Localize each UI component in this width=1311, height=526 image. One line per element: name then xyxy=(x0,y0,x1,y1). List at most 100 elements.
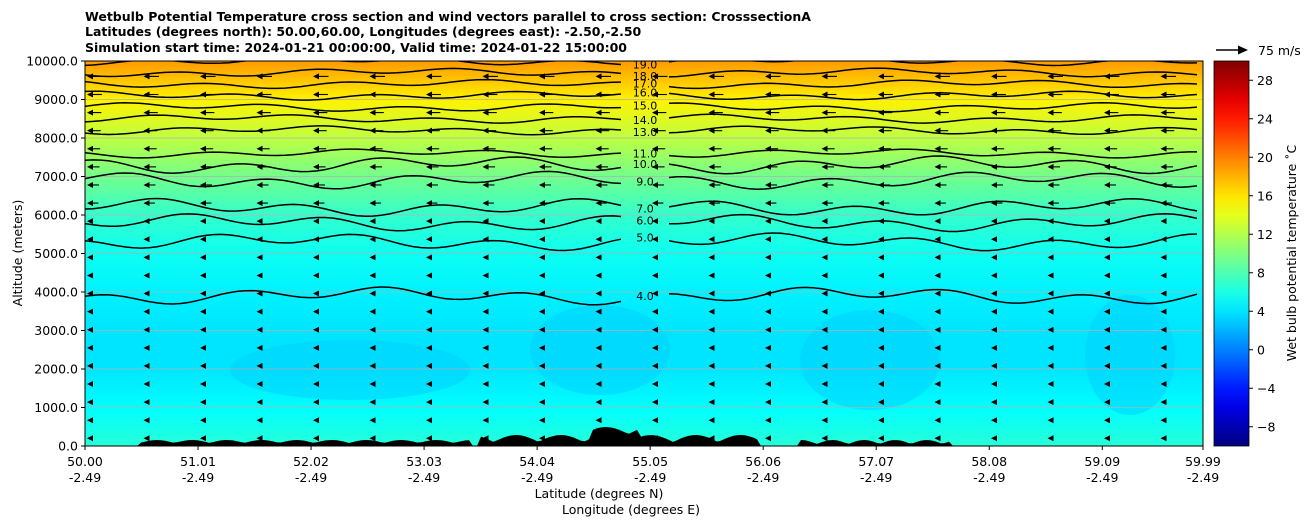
wind-vector-head xyxy=(1047,254,1054,261)
wind-vector-head xyxy=(878,308,884,315)
wind-vector-head xyxy=(652,381,658,388)
wind-vector-head xyxy=(1047,272,1054,279)
wind-vector-head xyxy=(1104,181,1110,188)
wind-vector-head xyxy=(482,290,489,297)
x-tick-label-lat: 51.01 xyxy=(180,454,216,469)
wind-vector-head xyxy=(1160,381,1167,388)
wind-vector-head xyxy=(1047,145,1054,152)
wind-vector-head xyxy=(200,236,206,243)
wind-vector-head xyxy=(539,381,545,388)
x-tick-label-lon: -2.49 xyxy=(747,470,779,485)
wind-vector-head xyxy=(200,272,206,279)
wind-vector-head xyxy=(87,254,93,261)
wind-vector-head xyxy=(708,308,715,315)
wind-vector-head xyxy=(256,399,263,406)
wind-vector-head xyxy=(200,417,206,424)
wind-vector-head xyxy=(1160,200,1167,207)
wind-vector-head xyxy=(1047,236,1054,243)
quiver-key-arrowhead xyxy=(1238,45,1248,55)
wind-vector-head xyxy=(539,145,545,152)
wind-vector-head xyxy=(765,236,771,243)
wind-vector-head xyxy=(991,109,997,116)
wind-vector-head xyxy=(652,362,658,369)
wind-vector-head xyxy=(482,91,489,98)
y-tick-label: 0.0 xyxy=(58,439,78,454)
wind-vector-head xyxy=(1104,200,1110,207)
wind-vector-head xyxy=(200,381,206,388)
x-tick-label-lon: -2.49 xyxy=(860,470,892,485)
wind-vector-head xyxy=(1160,236,1167,243)
wind-vector-head xyxy=(708,163,715,170)
contour-line xyxy=(85,67,622,78)
wind-vector-head xyxy=(1160,127,1167,134)
wind-vector-head xyxy=(313,200,319,207)
wind-vector-head xyxy=(200,290,206,297)
wind-vector-head xyxy=(765,218,771,225)
wind-vector-head xyxy=(87,218,93,225)
wind-vector-head xyxy=(426,399,432,406)
wind-vector-head xyxy=(765,181,771,188)
wind-vector-head xyxy=(426,163,432,170)
contour-line xyxy=(85,114,622,124)
x-axis-label-secondary: Longitude (degrees E) xyxy=(562,502,700,517)
wind-vector-head xyxy=(482,236,489,243)
wind-vector-head xyxy=(1104,109,1110,116)
wind-vector-head xyxy=(200,344,206,351)
wind-vector-head xyxy=(369,417,376,424)
wind-vector-head xyxy=(652,254,658,261)
wind-vector-head xyxy=(595,236,602,243)
chart-title-line-1: Wetbulb Potential Temperature cross sect… xyxy=(85,9,811,24)
wind-vector-head xyxy=(369,200,376,207)
wind-vector-head xyxy=(1047,381,1054,388)
wind-vector-head xyxy=(313,218,319,225)
wind-vector-head xyxy=(765,200,771,207)
y-tick-label: 10000.0 xyxy=(26,54,78,69)
y-axis-label: Altitude (meters) xyxy=(10,200,25,307)
contour-line xyxy=(85,90,622,101)
contour-label: 19.0 xyxy=(633,58,658,71)
wind-vector-head xyxy=(482,254,489,261)
x-tick-label-lon: -2.49 xyxy=(521,470,553,485)
chart-title-line-3: Simulation start time: 2024-01-21 00:00:… xyxy=(85,40,627,55)
wind-vector-head xyxy=(595,200,602,207)
wind-vector-head xyxy=(652,308,658,315)
wind-vector-head xyxy=(595,344,602,351)
wind-vector-head xyxy=(256,145,263,152)
wind-vector-head xyxy=(87,272,93,279)
wind-vector-head xyxy=(539,417,545,424)
wind-vector-head xyxy=(595,399,602,406)
wind-vector-head xyxy=(426,218,432,225)
wind-vector-head xyxy=(934,218,941,225)
wind-vector-head xyxy=(426,91,432,98)
wind-vector-head xyxy=(313,344,319,351)
wind-vector-head xyxy=(595,109,602,116)
wind-vector-head xyxy=(708,290,715,297)
wind-vector-head xyxy=(539,200,545,207)
contour-label: 17.0 xyxy=(633,78,658,91)
wind-vector-head xyxy=(652,200,658,207)
wind-vector-head xyxy=(765,254,771,261)
wind-vector-head xyxy=(369,91,376,98)
wind-vector-head xyxy=(708,218,715,225)
wind-vector-head xyxy=(200,145,206,152)
wind-vector-head xyxy=(1104,236,1110,243)
wind-vector-head xyxy=(934,381,941,388)
wind-vector-head xyxy=(991,326,997,333)
wind-vector-head xyxy=(426,272,432,279)
wind-vector-head xyxy=(765,308,771,315)
colorbar-tick-label: −8 xyxy=(1257,419,1275,434)
wind-vector-head xyxy=(821,163,828,170)
wind-vector-head xyxy=(1047,435,1054,442)
x-tick-label-lat: 57.07 xyxy=(858,454,894,469)
wind-vector-head xyxy=(1104,127,1110,134)
wind-vector-head xyxy=(1047,399,1054,406)
wind-vector-head xyxy=(200,326,206,333)
contour-line xyxy=(668,148,1197,159)
wind-vector-head xyxy=(652,272,658,279)
wind-vector-head xyxy=(595,163,602,170)
wind-vector-head xyxy=(482,145,489,152)
x-tick-label-lat: 56.06 xyxy=(745,454,781,469)
x-tick-label-lon: -2.49 xyxy=(408,470,440,485)
wind-vector-head xyxy=(143,236,150,243)
wind-vector-head xyxy=(143,200,150,207)
